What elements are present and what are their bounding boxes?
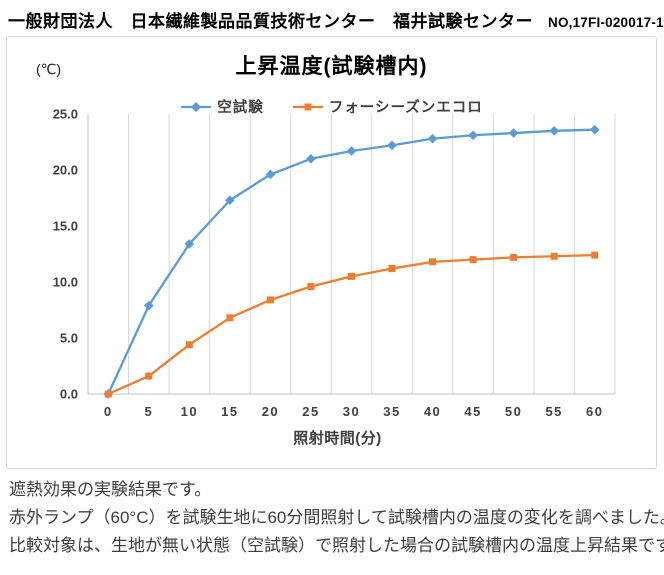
legend-item-blank-test: 空試験 (180, 96, 264, 117)
report-number: NO,17FI-020017-1 (548, 15, 664, 30)
chart-frame: 上昇温度(試験槽内) (℃) 空試験 フォーシーズンエコロ 0.0 5.0 10.0… (6, 36, 657, 469)
legend-label: フォーシーズンエコロ (328, 100, 483, 116)
svg-text:10: 10 (181, 404, 198, 419)
svg-text:0: 0 (104, 404, 113, 419)
description-line: 比較対象は、生地が無い状態（空試験）で照射した場合の試験槽内の温度上昇結果です。 (9, 536, 664, 555)
chart-legend: 空試験 フォーシーズンエコロ (7, 96, 656, 117)
svg-text:20.0: 20.0 (53, 163, 78, 178)
legend-diamond-marker-icon (181, 101, 212, 112)
svg-text:30: 30 (343, 404, 360, 419)
report-header: 一般財団法人 日本繊維製品品質技術センター 福井試験センター NO,17FI-0… (8, 7, 664, 32)
svg-text:5: 5 (144, 404, 153, 419)
svg-text:40: 40 (424, 404, 441, 419)
svg-text:50: 50 (505, 404, 522, 419)
svg-text:15.0: 15.0 (53, 219, 78, 234)
series-フォーシーズンエコロ (104, 251, 599, 398)
svg-text:10.0: 10.0 (53, 275, 78, 290)
svg-text:45: 45 (464, 404, 481, 419)
description-block: 遮熱効果の実験結果です。 赤外ランプ（60°C）を試験生地に60分間照射して試験… (9, 476, 664, 560)
legend-square-marker-icon (292, 103, 323, 110)
gridlines-group (87, 114, 616, 394)
description-line: 赤外ランプ（60°C）を試験生地に60分間照射して試験槽内の温度の変化を調べまし… (9, 508, 664, 527)
svg-text:35: 35 (383, 404, 400, 419)
organization-title: 一般財団法人 日本繊維製品品質技術センター 福井試験センター (8, 12, 533, 31)
svg-text:5.0: 5.0 (60, 331, 78, 346)
svg-text:25.0: 25.0 (53, 107, 78, 122)
x-tick-labels: 0 5 10 15 20 25 30 35 40 45 50 55 60 (104, 404, 603, 419)
svg-text:20: 20 (262, 404, 279, 419)
y-tick-labels: 0.0 5.0 10.0 15.0 20.0 25.0 (53, 107, 78, 402)
y-axis-unit-label: (℃) (36, 61, 62, 77)
legend-label: 空試験 (217, 100, 264, 116)
svg-text:25: 25 (302, 404, 319, 419)
svg-text:55: 55 (545, 404, 562, 419)
legend-item-four-seasons-ecolo: フォーシーズンエコロ (292, 96, 483, 117)
chart-title: 上昇温度(試験槽内) (235, 55, 428, 78)
series-空試験 (103, 124, 600, 399)
svg-text:60: 60 (586, 404, 603, 419)
description-line: 遮熱効果の実験結果です。 (9, 480, 212, 499)
svg-text:15: 15 (221, 404, 238, 419)
svg-text:0.0: 0.0 (60, 387, 78, 402)
line-chart-plot: 0.0 5.0 10.0 15.0 20.0 25.0 0 5 10 15 20 25 30 35 40 45… (53, 107, 616, 447)
x-axis-title: 照射時間(分) (293, 429, 382, 447)
